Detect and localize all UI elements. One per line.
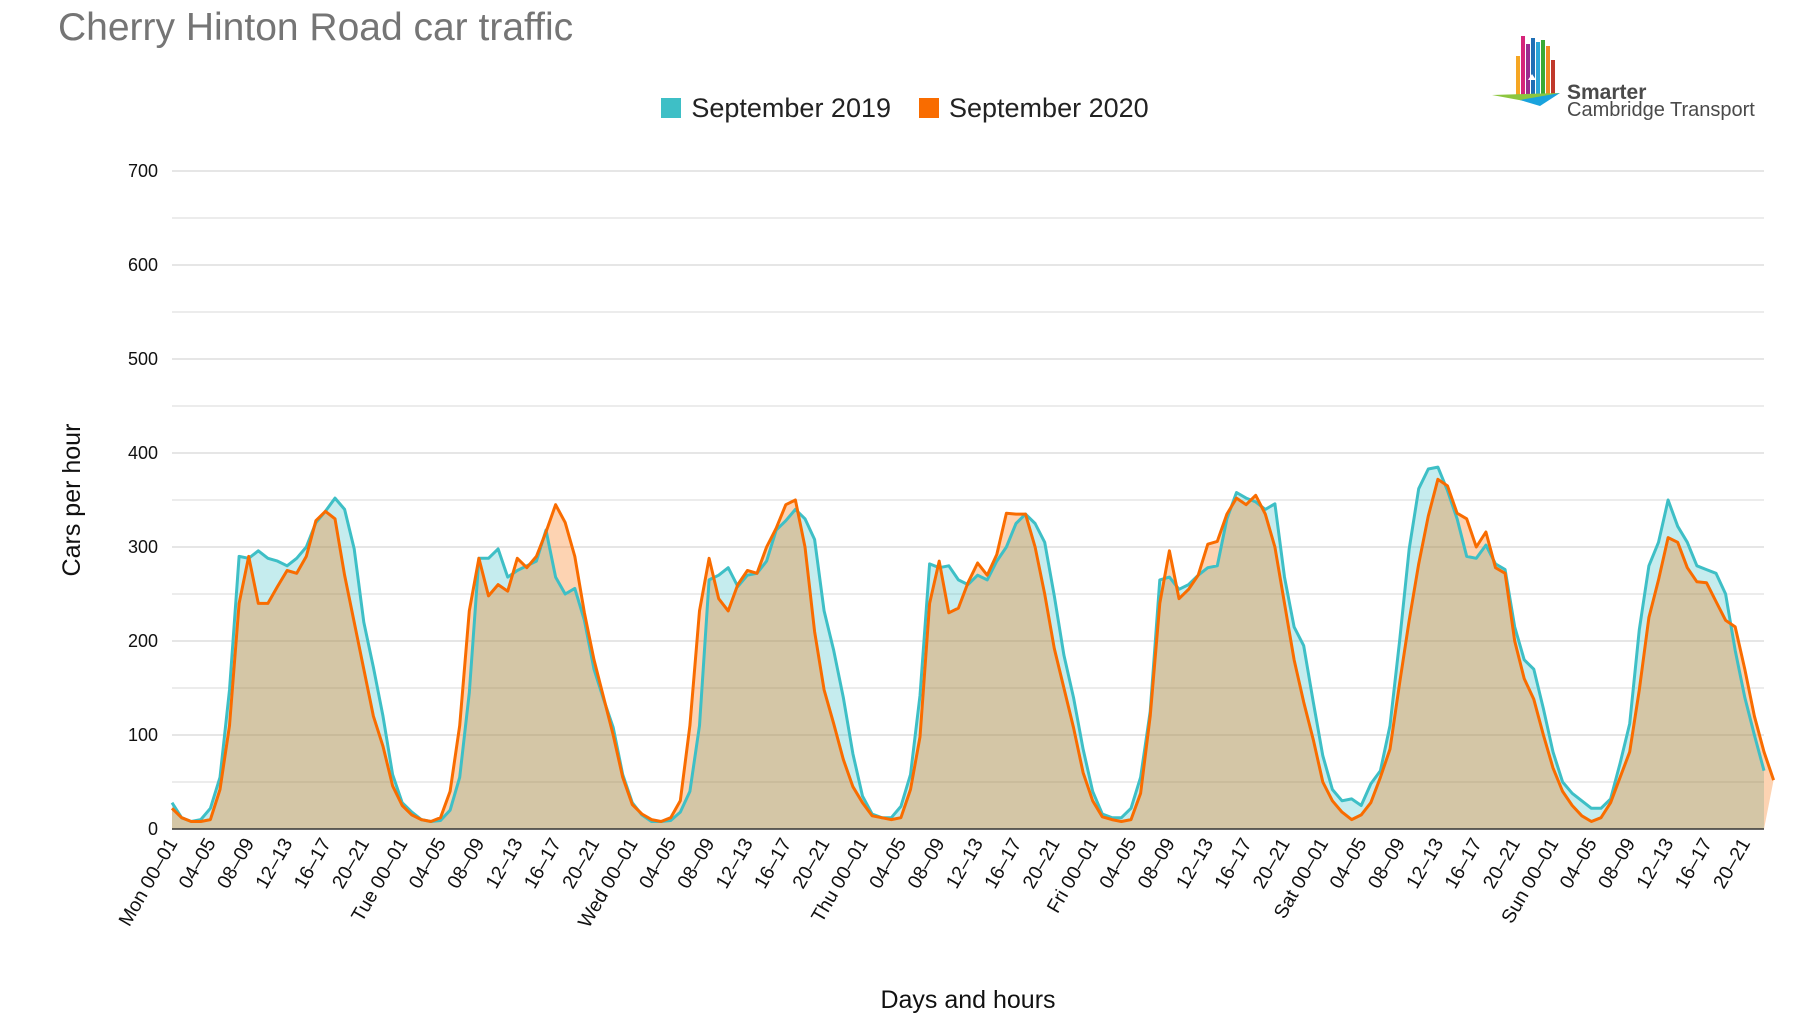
x-tick-label: 08–09 [903,835,949,893]
legend-item-2020[interactable]: September 2020 [919,93,1149,124]
x-tick-label: 08–09 [213,835,259,893]
x-tick-label: 12–13 [481,835,527,893]
logo-text-cambridge-transport: Cambridge Transport [1567,99,1755,121]
legend-label-2019: September 2019 [691,92,891,123]
x-tick-label: 16–17 [290,835,336,893]
x-tick-label: 04–05 [175,834,221,892]
y-tick-label: 400 [128,443,158,463]
y-tick-label: 0 [148,819,158,839]
x-tick-label: 12–13 [251,835,297,893]
x-tick-label: 20–21 [1709,835,1755,893]
x-tick-label: 12–13 [1172,835,1218,893]
legend-label-2020: September 2020 [949,92,1149,123]
x-tick-label: 04–05 [1556,834,1602,892]
legend-swatch-2020 [919,98,939,118]
x-tick-label: 08–09 [1594,835,1640,893]
legend: September 2019 September 2020 [0,91,1810,125]
x-axis-title: Days and hours [880,986,1055,1014]
x-tick-label: 08–09 [1134,835,1180,893]
x-tick-label: 08–09 [673,835,719,893]
x-tick-label: 04–05 [865,834,911,892]
x-tick-label: 08–09 [1364,835,1410,893]
y-axis-title: Cars per hour [58,424,86,577]
legend-swatch-2019 [661,98,682,118]
chart-title: Cherry Hinton Road car traffic [58,6,574,49]
x-tick-label: 16–17 [980,835,1026,893]
series-area-2020 [172,479,1774,829]
x-tick-label: 16–17 [1671,835,1717,893]
logo-text-smarter: Smarter [1567,81,1647,104]
x-tick-label: 12–13 [942,835,988,893]
x-tick-label: 12–13 [1632,835,1678,893]
y-tick-label: 300 [128,537,158,557]
x-tick-label: 04–05 [635,834,681,892]
y-tick-label: 100 [128,725,158,745]
x-tick-label: 04–05 [1325,834,1371,892]
y-tick-label: 700 [128,161,158,181]
x-tick-label: 04–05 [1095,834,1141,892]
smarter-cambridge-transport-logo [1492,36,1560,106]
series-line-2020 [170,477,1776,823]
x-tick-label: 04–05 [405,834,451,892]
x-tick-label: 16–17 [1210,835,1256,893]
x-tick-label: 16–17 [1440,835,1486,893]
series-area-2019 [172,467,1764,829]
y-tick-label: 600 [128,255,158,275]
x-tick-label: 12–13 [712,835,758,893]
x-tick-label: Mon 00–01 [114,835,182,931]
y-tick-label: 200 [128,631,158,651]
x-tick-label: 08–09 [443,835,489,893]
legend-item-2019[interactable]: September 2019 [661,93,891,124]
x-tick-label: 16–17 [750,835,796,893]
x-tick-label: 12–13 [1402,835,1448,893]
y-tick-label: 500 [128,349,158,369]
x-tick-label: 16–17 [520,835,566,893]
